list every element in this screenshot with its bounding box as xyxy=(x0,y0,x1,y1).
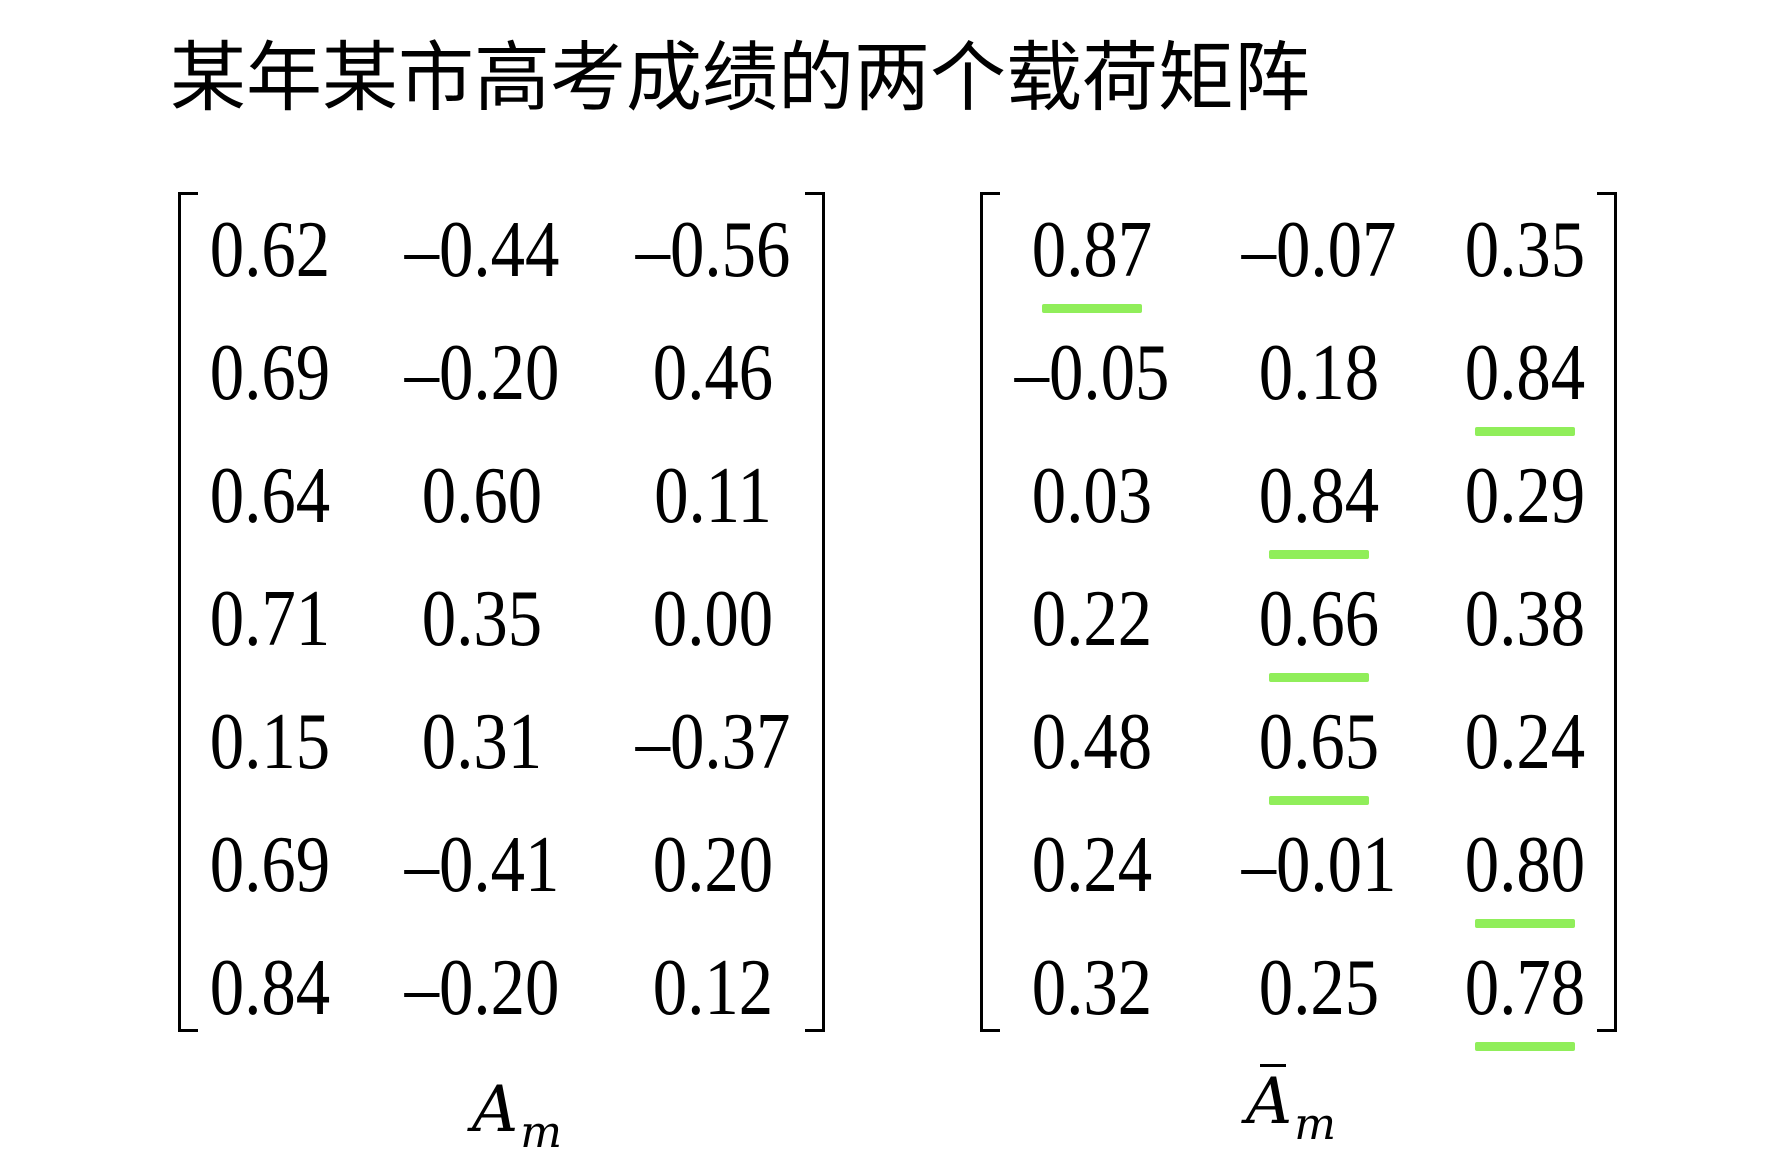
matrix-cell: 0.11 xyxy=(654,452,772,540)
matrix-cell: 0.69 xyxy=(209,821,331,909)
matrix-cell: –0.01 xyxy=(1241,821,1397,909)
highlight-underline xyxy=(1475,427,1575,436)
matrix-cell: 0.15 xyxy=(209,698,331,786)
matrix-cell: 0.22 xyxy=(1031,575,1153,663)
matrix-label-left: Am xyxy=(472,1078,562,1155)
matrix-row: 0.48 0.65 0.24 xyxy=(980,692,1617,815)
matrix-row: 0.64 0.60 0.11 xyxy=(178,446,825,569)
highlight-underline xyxy=(1269,673,1369,682)
matrix-row: 0.22 0.66 0.38 xyxy=(980,569,1617,692)
matrix-row: 0.87 –0.07 0.35 xyxy=(980,200,1617,323)
matrix-row: 0.62 –0.44 –0.56 xyxy=(178,200,825,323)
matrix-cell: 0.84 xyxy=(1464,329,1586,417)
matrix-cell: 0.20 xyxy=(652,821,774,909)
right-bracket xyxy=(1597,192,1617,1032)
matrix-cell: 0.24 xyxy=(1464,698,1586,786)
matrix-cell: 0.66 xyxy=(1258,575,1380,663)
matrix-label-right: Am xyxy=(1246,1064,1336,1147)
matrix-cell: 0.03 xyxy=(1031,452,1153,540)
matrix-cell: 0.62 xyxy=(209,206,331,294)
highlight-underline xyxy=(1269,550,1369,559)
matrix-cell: 0.65 xyxy=(1258,698,1380,786)
matrix-cell: 0.29 xyxy=(1464,452,1586,540)
matrix-cell: –0.56 xyxy=(635,206,791,294)
page-title: 某年某市高考成绩的两个载荷矩阵 xyxy=(170,33,1310,122)
matrix-cell: –0.20 xyxy=(404,944,560,1032)
matrix-label-subscript: m xyxy=(520,1107,562,1158)
highlight-underline xyxy=(1042,304,1142,313)
loading-matrix-right: 0.87 –0.07 0.35 –0.05 0.18 0.84 0.03 0.84 0.29 0.… xyxy=(980,192,1617,1051)
matrix-cell: –0.05 xyxy=(1014,329,1170,417)
matrix-label-base-with-bar: A xyxy=(1246,1064,1293,1139)
matrix-row: 0.15 0.31 –0.37 xyxy=(178,692,825,815)
matrix-cell: –0.20 xyxy=(404,329,560,417)
highlight-underline xyxy=(1269,796,1369,805)
matrix-cell: 0.18 xyxy=(1258,329,1380,417)
matrix-cell: 0.24 xyxy=(1031,821,1153,909)
matrix-row: 0.03 0.84 0.29 xyxy=(980,446,1617,569)
matrix-row: 0.24 –0.01 0.80 xyxy=(980,815,1617,938)
matrix-cell: 0.31 xyxy=(421,698,543,786)
matrix-cell: 0.80 xyxy=(1464,821,1586,909)
matrix-row: 0.71 0.35 0.00 xyxy=(178,569,825,692)
matrix-row: 0.84 –0.20 0.12 xyxy=(178,938,825,1061)
matrix-cell: 0.64 xyxy=(209,452,331,540)
matrix-cell: 0.87 xyxy=(1031,206,1153,294)
matrix-row: 0.32 0.25 0.78 xyxy=(980,938,1617,1061)
loading-matrix-left: 0.62 –0.44 –0.56 0.69 –0.20 0.46 0.64 0.60 0.11 0… xyxy=(178,192,825,1032)
matrix-cell: 0.46 xyxy=(652,329,774,417)
left-bracket xyxy=(178,192,198,1032)
matrix-cell: –0.37 xyxy=(635,698,791,786)
matrix-row: 0.69 –0.20 0.46 xyxy=(178,323,825,446)
matrix-cell: 0.35 xyxy=(1464,206,1586,294)
matrix-cell: 0.00 xyxy=(652,575,774,663)
matrix-cell: 0.25 xyxy=(1258,944,1380,1032)
matrix-label-base: A xyxy=(472,1073,519,1147)
matrix-cell: 0.60 xyxy=(421,452,543,540)
matrix-cell: 0.84 xyxy=(1258,452,1380,540)
matrix-cell: 0.12 xyxy=(652,944,774,1032)
matrix-cell: 0.78 xyxy=(1464,944,1586,1032)
matrix-cell: 0.38 xyxy=(1464,575,1586,663)
matrix-cell: 0.71 xyxy=(209,575,331,663)
highlight-underline xyxy=(1475,1042,1575,1051)
matrix-cell: 0.69 xyxy=(209,329,331,417)
matrix-label-subscript: m xyxy=(1294,1099,1336,1150)
right-bracket xyxy=(805,192,825,1032)
matrix-cell: –0.44 xyxy=(404,206,560,294)
matrix-row: 0.69 –0.41 0.20 xyxy=(178,815,825,938)
matrix-cell: –0.07 xyxy=(1241,206,1397,294)
highlight-underline xyxy=(1475,919,1575,928)
matrix-cell: –0.41 xyxy=(404,821,560,909)
matrix-row: –0.05 0.18 0.84 xyxy=(980,323,1617,446)
matrix-cell: 0.48 xyxy=(1031,698,1153,786)
matrix-cell: 0.35 xyxy=(421,575,543,663)
matrix-cell: 0.32 xyxy=(1031,944,1153,1032)
matrix-cell: 0.84 xyxy=(209,944,331,1032)
left-bracket xyxy=(980,192,1000,1032)
